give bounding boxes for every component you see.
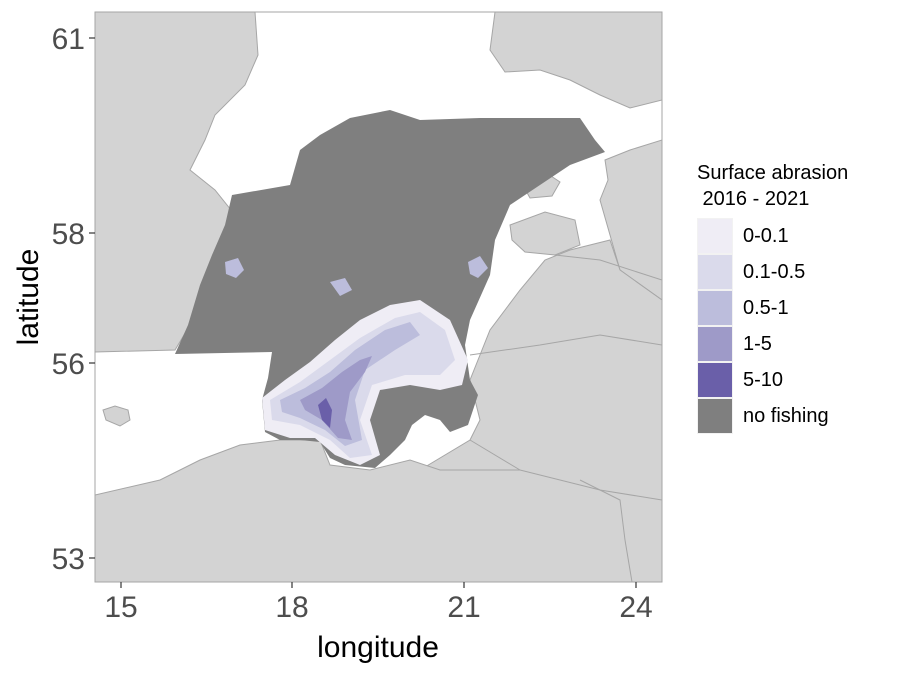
assessed-area (175, 110, 605, 468)
y-tick-label-53: 53 (52, 543, 85, 576)
fishing-patch-north-bornholm (225, 258, 244, 278)
fishing-patch-1-5 (300, 356, 372, 440)
y-tick-label-58: 58 (52, 218, 85, 251)
y-axis: 61 58 56 53 (52, 23, 95, 576)
legend-item-5-10: 5-10 (697, 362, 848, 398)
legend-swatch-1-5 (698, 327, 732, 361)
fishing-patch-5-10 (318, 398, 332, 428)
legend-items: 0-0.1 0.1-0.5 0.5-1 1-5 5-10 no fishing (697, 218, 848, 434)
legend-swatch-no-fishing (698, 399, 732, 433)
legend-label-0-0-1: 0-0.1 (743, 224, 789, 247)
panel-border (94, 11, 663, 583)
legend-swatch-0-1-0-5 (698, 255, 732, 289)
legend-title: Surface abrasion 2016 - 2021 (697, 162, 849, 210)
x-tick-label-15: 15 (104, 591, 137, 624)
legend-label-0-1-0-5: 0.1-0.5 (743, 260, 806, 283)
legend-key (697, 326, 733, 362)
legend-label-0-5-1: 0.5-1 (743, 296, 789, 319)
legend-label-5-10: 5-10 (743, 368, 784, 391)
x-axis: 15 18 21 24 (104, 582, 653, 624)
land-border-lines (469, 254, 662, 582)
legend-item-1-5: 1-5 (697, 326, 848, 362)
fishing-patch-gulf-riga (468, 256, 488, 278)
land-finland-north (489, 12, 662, 109)
y-tick-label-56: 56 (52, 348, 85, 381)
legend-swatch-0-0-1 (698, 219, 732, 253)
legend-item-0-5-1: 0.5-1 (697, 290, 848, 326)
legend: Surface abrasion 2016 - 2021 0-0.1 0.1-0.… (697, 160, 848, 434)
legend-key (697, 218, 733, 254)
land-bornholm (102, 405, 131, 427)
legend-label-1-5: 1-5 (743, 332, 772, 355)
legend-item-0-1-0-5: 0.1-0.5 (697, 254, 848, 290)
land-saaremaa (509, 211, 581, 256)
y-axis-title: latitude (12, 249, 45, 346)
legend-key (697, 398, 733, 434)
legend-swatch-5-10 (698, 363, 732, 397)
legend-key (697, 362, 733, 398)
x-tick-label-18: 18 (275, 591, 308, 624)
fishing-patch-gotland-east (330, 278, 352, 296)
land-poland-germany (95, 439, 662, 582)
legend-key (697, 254, 733, 290)
map-panel (95, 12, 662, 582)
y-tick-label-61: 61 (52, 23, 85, 56)
legend-swatch-0-5-1 (698, 291, 732, 325)
x-axis-title: longitude (317, 631, 439, 664)
legend-item-no-fishing: no fishing (697, 398, 848, 434)
x-tick-label-24: 24 (619, 591, 652, 624)
legend-key (697, 290, 733, 326)
x-tick-label-21: 21 (447, 591, 480, 624)
legend-label-no-fishing: no fishing (743, 404, 829, 427)
legend-item-0-0-1: 0-0.1 (697, 218, 848, 254)
